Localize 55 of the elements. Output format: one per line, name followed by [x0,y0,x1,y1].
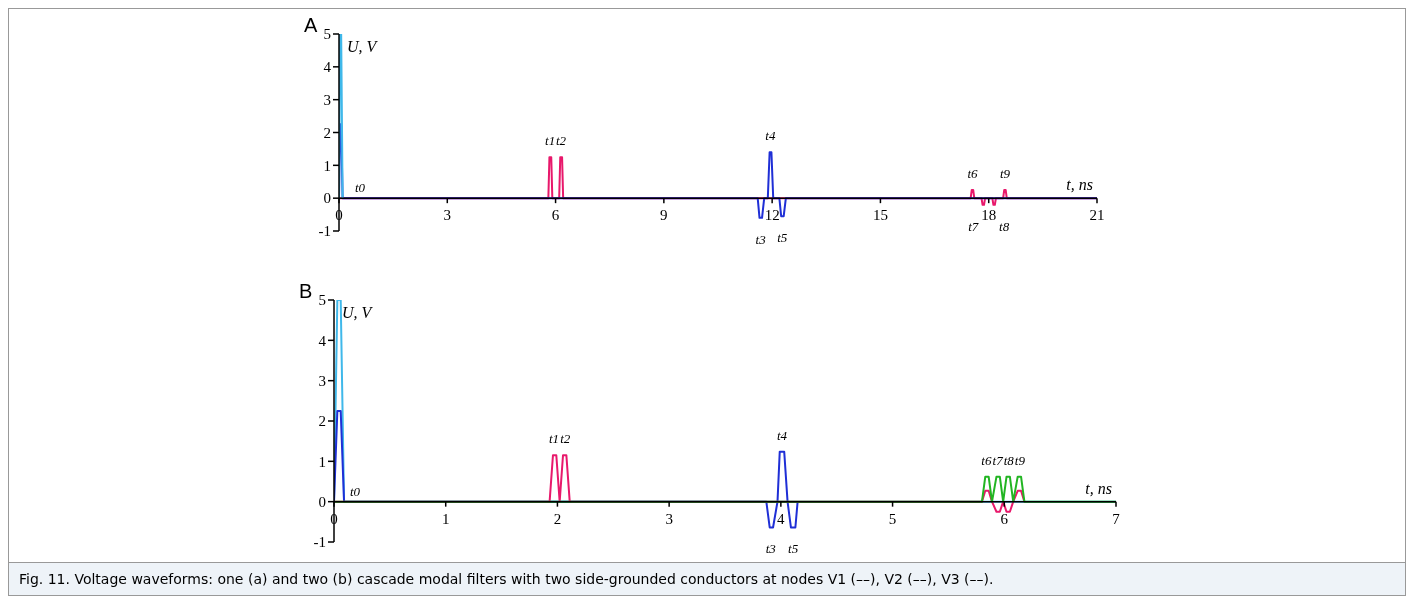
annotation: t8 [1003,452,1015,468]
y-tick-label: 0 [323,190,331,207]
annotation: t6 [967,165,979,181]
y-tick-label: 2 [323,124,331,141]
y-axis-title: U, V [342,304,374,321]
annotation: t9 [999,165,1011,181]
y-tick-label: 1 [318,453,326,470]
y-tick-label: 0 [318,493,326,510]
x-axis-title: t, ns [1085,479,1112,497]
y-tick-label: -1 [313,534,326,551]
x-tick-label: 3 [443,207,452,224]
x-axis-title: t, ns [1066,176,1093,194]
y-tick-label: 1 [323,157,331,174]
annotation: t4 [765,128,776,144]
annotation: t4 [776,427,788,443]
y-tick-label: 4 [318,332,327,349]
x-tick-label: 12 [764,207,780,224]
annotation: t9 [1014,452,1026,468]
annotation: t5 [788,541,799,557]
y-tick-label: 5 [318,292,326,309]
annotation: t2 [555,133,567,149]
annotation: t5 [777,230,788,246]
y-tick-label: -1 [318,223,331,240]
y-tick-label: 5 [323,26,331,43]
annotation: t3 [755,231,767,247]
annotation: t0 [355,180,366,196]
annotation: t0 [350,483,361,499]
annotation: t3 [765,541,777,557]
annotation: t2 [560,431,571,447]
x-tick-label: 9 [660,207,668,224]
y-tick-label: 4 [323,59,332,76]
caption: Fig. 11. Voltage waveforms: one (a) and two (b) cascade modal filters with two side-grounded conductors at nodes V1 (––), V2 (––), V3 (––). [9,562,1405,595]
x-tick-label: 1 [441,510,450,527]
annotation: t6 [981,452,992,468]
chart-title: A [304,14,318,36]
x-tick-label: 6 [551,207,560,224]
x-tick-label: 7 [1112,510,1121,527]
chart-title: B [299,280,313,302]
x-tick-label: 5 [888,510,897,527]
y-axis-title: U, V [347,38,379,55]
x-tick-label: 3 [665,510,673,527]
y-tick-label: 2 [318,413,326,430]
annotation: t7 [992,452,1004,468]
annotation: t7 [968,218,979,234]
x-tick-label: 18 [981,207,997,224]
x-tick-label: 15 [872,207,888,224]
x-tick-label: 6 [1000,510,1009,527]
x-tick-label: 4 [777,510,786,527]
y-tick-label: 3 [323,91,331,108]
x-tick-label: 2 [553,510,562,527]
annotation: t1 [545,133,556,149]
x-tick-label: 21 [1089,207,1105,224]
annotation: t8 [999,218,1010,234]
y-tick-label: 3 [318,372,326,389]
annotation: t1 [549,431,560,447]
